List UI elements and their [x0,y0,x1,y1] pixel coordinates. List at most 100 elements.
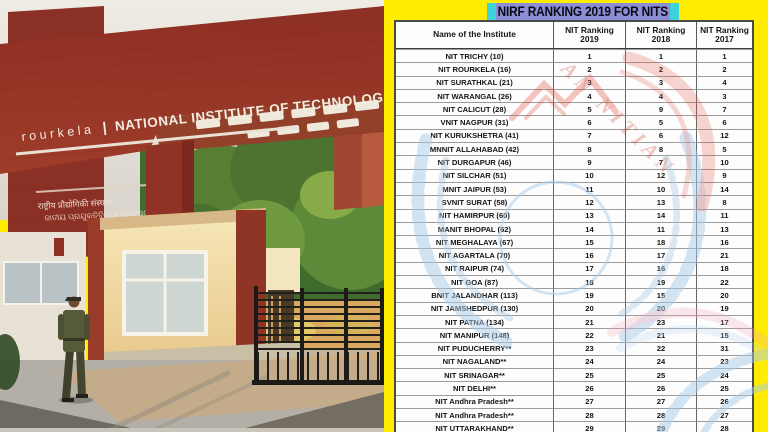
page-title: NIRF RANKING 2019 FOR NITS [497,4,669,19]
gate-beam [0,6,384,174]
table-row: NIT SILCHAR (51) 10 12 9 [396,168,752,182]
institute-cell: NIT DELHI** [396,381,554,395]
institute-cell: NIT HAMIRPUR (60) [396,208,554,222]
rank-cell: 19 [626,275,697,289]
rank-cell: 27 [697,408,752,421]
guard-house [88,208,300,374]
rank-cell: 3 [697,88,752,102]
rank-cell: 7 [554,128,626,143]
title-highlight: NIRF RANKING 2019 FOR NITS [496,3,670,20]
rank-cell: 12 [626,168,697,182]
ranking-table: Name of the Institute NIT Ranking 2019 N… [394,20,754,432]
rank-cell: 12 [697,128,752,142]
institute-cell: MNNIT ALLAHABAD (42) [396,142,554,156]
arch-center-column-shade [182,140,194,233]
rank-cell: 27 [554,394,626,409]
rank-cell: 15 [554,235,626,249]
table-body: NIT TRICHY (10) 1 1 1 NIT ROURKELA (16) 2 2 2 NI… [396,49,752,432]
arch-right-column-lit [362,120,384,208]
institute-cell: NIT SILCHAR (51) [396,168,554,182]
rank-cell: 10 [554,168,626,182]
rank-cell: 11 [626,221,697,236]
institute-cell: NIT PATNA (134) [396,314,554,329]
rank-cell: 21 [626,328,697,342]
col-header-2017: NIT Ranking 2017 [700,24,749,44]
table-row: NIT Andhra Pradesh** 27 27 26 [396,394,752,409]
col-header-2019: NIT Ranking 2019 [554,22,626,48]
road [0,352,384,432]
rank-cell: 13 [554,208,626,222]
ranking-panel: NIRF RANKING 2019 FOR NITS Name of the I… [384,0,768,432]
rank-cell: 1 [697,49,752,62]
table-row: NIT NAGALAND** 24 24 23 [396,354,752,369]
bush [0,334,20,390]
rank-cell: 9 [697,168,752,182]
rank-cell: 13 [626,195,697,209]
table-row: NIT WARANGAL (26) 4 4 3 [396,88,752,103]
table-row: MANIT BHOPAL (62) 14 11 13 [396,221,752,236]
rank-cell: 15 [697,328,752,341]
institute-cell: NIT GOA (87) [396,275,554,289]
table-row: NIT PUDUCHERRY** 23 22 31 [396,341,752,355]
table-row: NIT Andhra Pradesh** 28 28 27 [396,408,752,422]
institute-cell: BNIT JALANDHAR (113) [396,288,554,302]
table-row: NIT RAIPUR (74) 17 16 18 [396,261,752,276]
rank-cell: 18 [626,235,697,249]
rank-cell: 15 [626,288,697,302]
rank-cell: 26 [626,381,697,395]
table-row: NIT GOA (87) 18 19 22 [396,275,752,289]
table-row: NIT KURUKSHETRA (41) 7 6 12 [396,128,752,143]
table-row: NIT ROURKELA (16) 2 2 2 [396,62,752,76]
col-header-institute: Name of the Institute [396,22,554,48]
rank-cell: 23 [626,314,697,329]
rank-cell: 24 [697,368,752,381]
rank-cell: 21 [554,314,626,329]
campus-photo-illustration: rourkela | NATIONAL INSTITUTE OF TECHNOL… [0,0,384,432]
institute-cell: NIT AGARTALA (70) [396,248,554,262]
institute-cell: NIT PUDUCHERRY** [396,341,554,355]
sign-ledge-line [15,125,299,156]
institute-cell: NIT SRINAGAR** [396,368,554,382]
rank-cell: 25 [697,381,752,394]
rank-cell: 20 [697,288,752,301]
title-banner: NIRF RANKING 2019 FOR NITS [487,3,679,20]
rank-cell: 28 [626,408,697,422]
institute-cell: SVNIT SURAT (58) [396,195,554,209]
rank-cell: 7 [697,102,752,115]
table-row: NIT JAMSHEDPUR (130) 20 20 19 [396,301,752,315]
rank-cell: 8 [697,195,752,208]
security-guard [58,296,93,404]
table-row: NIT CALICUT (28) 5 9 7 [396,102,752,116]
brick-pillar-right [236,210,266,350]
rank-cell: 20 [554,301,626,315]
rank-cell: 17 [554,261,626,276]
rank-cell: 7 [626,155,697,169]
rank-cell: 1 [554,49,626,63]
rank-cell: 18 [554,275,626,289]
rank-cell: 11 [554,181,626,196]
institute-cell: NIT JAMSHEDPUR (130) [396,301,554,315]
institute-cell: NIT DURGAPUR (46) [396,155,554,169]
rank-cell: 16 [697,235,752,248]
rank-cell: 2 [626,62,697,76]
rank-cell: 22 [697,275,752,288]
rank-cell: 26 [697,394,752,408]
institute-cell: NIT SURATHKAL (21) [396,75,554,89]
table-row: NIT MANIPUR (148) 22 21 15 [396,328,752,342]
table-row: NIT DURGAPUR (46) 9 7 10 [396,155,752,169]
institute-cell: NIT ROURKELA (16) [396,62,554,76]
rank-cell: 25 [626,368,697,382]
rank-cell: 3 [626,75,697,89]
rank-cell: 4 [697,75,752,89]
institute-cell: NIT Andhra Pradesh** [396,408,554,422]
rank-cell: 17 [626,248,697,262]
table-row: NIT DELHI** 26 26 25 [396,381,752,395]
rank-cell: 24 [554,354,626,369]
institute-cell: NIT TRICHY (10) [396,49,554,63]
institute-cell: NIT KURUKSHETRA (41) [396,128,554,143]
rank-cell: 19 [697,301,752,315]
rank-cell: 9 [626,102,697,116]
rank-cell: 16 [554,248,626,262]
institute-cell: NIT MEGHALAYA (67) [396,235,554,249]
small-red-sign [54,238,64,256]
